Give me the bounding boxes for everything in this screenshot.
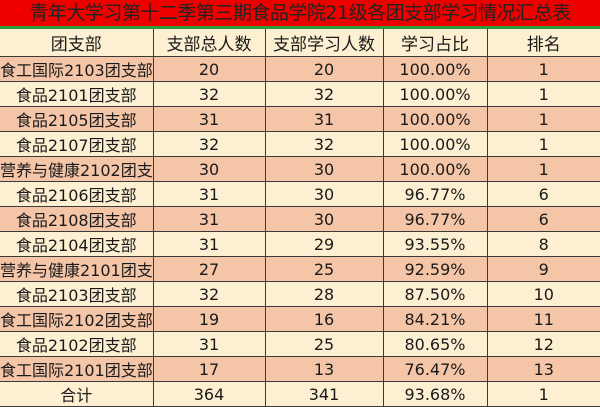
total-cell: 17 [152,356,266,382]
branch-cell: 食品2107团支部 [0,131,154,157]
rank-cell: 1 [486,156,600,182]
table-row: 营养与健康2101团支部 27 25 92.59% 9 [0,256,600,282]
ratio-cell: 100.00% [382,56,488,82]
ratio-cell: 100.00% [382,156,488,182]
header-studied: 支部学习人数 [264,29,384,57]
ratio-cell: 100.00% [382,81,488,107]
total-cell: 31 [152,231,266,257]
table-row: 食品2103团支部 32 28 87.50% 10 [0,281,600,307]
branch-cell: 食品2105团支部 [0,106,154,132]
branch-cell: 合计 [0,381,154,407]
header-ratio: 学习占比 [382,29,488,57]
rank-cell: 8 [486,231,600,257]
branch-cell: 食品2108团支部 [0,206,154,232]
total-row: 合计 364 341 93.68% 1 [0,381,600,407]
total-cell: 19 [152,306,266,332]
table-row: 食品2102团支部 31 25 80.65% 12 [0,331,600,357]
ratio-cell: 87.50% [382,281,488,307]
total-cell: 31 [152,181,266,207]
studied-cell: 32 [264,81,384,107]
table-row: 食工国际2101团支部 17 13 76.47% 13 [0,356,600,382]
total-cell: 20 [152,56,266,82]
rank-cell: 1 [486,81,600,107]
table-row: 食品2107团支部 32 32 100.00% 1 [0,131,600,157]
total-cell: 364 [152,381,266,407]
studied-cell: 20 [264,56,384,82]
ratio-cell: 93.55% [382,231,488,257]
studied-cell: 25 [264,331,384,357]
rank-cell: 9 [486,256,600,282]
branch-cell: 食品2106团支部 [0,181,154,207]
table-row: 食品2108团支部 31 30 96.77% 6 [0,206,600,232]
table-row: 食品2105团支部 31 31 100.00% 1 [0,106,600,132]
branch-cell: 食品2102团支部 [0,331,154,357]
summary-table: 团支部 支部总人数 支部学习人数 学习占比 排名 食工国际2103团支部 20 20… [0,29,600,407]
table-row: 食品2104团支部 31 29 93.55% 8 [0,231,600,257]
rank-cell: 6 [486,181,600,207]
rank-cell: 1 [486,106,600,132]
rank-cell: 11 [486,306,600,332]
total-cell: 32 [152,281,266,307]
ratio-cell: 92.59% [382,256,488,282]
table-row: 食品2101团支部 32 32 100.00% 1 [0,81,600,107]
branch-cell: 食工国际2102团支部 [0,306,154,332]
total-cell: 31 [152,206,266,232]
branch-cell: 食品2101团支部 [0,81,154,107]
branch-cell: 营养与健康2101团支部 [0,256,154,282]
total-cell: 32 [152,131,266,157]
rank-cell: 1 [486,381,600,407]
ratio-cell: 96.77% [382,181,488,207]
rank-cell: 13 [486,356,600,382]
table-row: 营养与健康2102团支部 30 30 100.00% 1 [0,156,600,182]
branch-cell: 食工国际2103团支部 [0,56,154,82]
total-cell: 31 [152,331,266,357]
rank-cell: 10 [486,281,600,307]
studied-cell: 32 [264,131,384,157]
studied-cell: 25 [264,256,384,282]
header-branch: 团支部 [0,29,154,57]
rank-cell: 12 [486,331,600,357]
studied-cell: 16 [264,306,384,332]
ratio-cell: 76.47% [382,356,488,382]
studied-cell: 28 [264,281,384,307]
ratio-cell: 84.21% [382,306,488,332]
ratio-cell: 80.65% [382,331,488,357]
studied-cell: 29 [264,231,384,257]
ratio-cell: 100.00% [382,106,488,132]
total-cell: 31 [152,106,266,132]
studied-cell: 30 [264,206,384,232]
table-row: 食品2106团支部 31 30 96.77% 6 [0,181,600,207]
total-cell: 32 [152,81,266,107]
studied-cell: 341 [264,381,384,407]
header-total: 支部总人数 [152,29,266,57]
rank-cell: 1 [486,131,600,157]
rank-cell: 1 [486,56,600,82]
table-row: 食工国际2102团支部 19 16 84.21% 11 [0,306,600,332]
header-row: 团支部 支部总人数 支部学习人数 学习占比 排名 [0,29,600,57]
ratio-cell: 93.68% [382,381,488,407]
branch-cell: 食工国际2101团支部 [0,356,154,382]
branch-cell: 食品2104团支部 [0,231,154,257]
rank-cell: 6 [486,206,600,232]
studied-cell: 13 [264,356,384,382]
table-row: 食工国际2103团支部 20 20 100.00% 1 [0,56,600,82]
branch-cell: 食品2103团支部 [0,281,154,307]
studied-cell: 31 [264,106,384,132]
branch-cell: 营养与健康2102团支部 [0,156,154,182]
total-cell: 27 [152,256,266,282]
ratio-cell: 100.00% [382,131,488,157]
header-rank: 排名 [486,29,600,57]
studied-cell: 30 [264,156,384,182]
ratio-cell: 96.77% [382,206,488,232]
total-cell: 30 [152,156,266,182]
table-title: 青年大学习第十二季第三期食品学院21级各团支部学习情况汇总表 [0,0,600,29]
studied-cell: 30 [264,181,384,207]
